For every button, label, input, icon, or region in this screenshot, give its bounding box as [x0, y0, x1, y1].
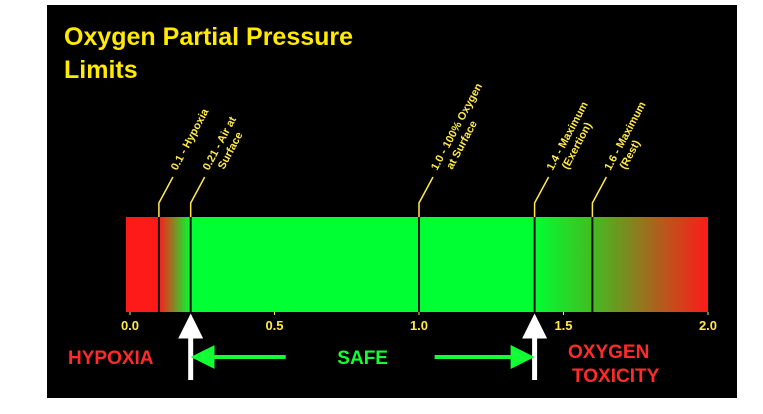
zone-label: OXYGEN [568, 342, 649, 363]
tick-label: 1.0 [410, 318, 428, 333]
tick-label: 0.5 [265, 318, 283, 333]
leader-line [533, 176, 550, 217]
leader-line [158, 176, 174, 217]
tick-label: 0.0 [121, 318, 139, 333]
tick-label: 1.5 [554, 318, 572, 333]
leader-line [418, 176, 434, 217]
background [47, 5, 737, 398]
zone-label: TOXICITY [572, 366, 660, 387]
scale-bar [126, 217, 708, 312]
title-line: Limits [64, 56, 138, 84]
zone-label: HYPOXIA [68, 348, 154, 369]
title-line: Oxygen Partial Pressure [64, 23, 353, 51]
leader-line [189, 176, 206, 217]
zone-label: SAFE [337, 348, 388, 369]
tick-label: 2.0 [699, 318, 717, 333]
leader-line [591, 176, 608, 217]
